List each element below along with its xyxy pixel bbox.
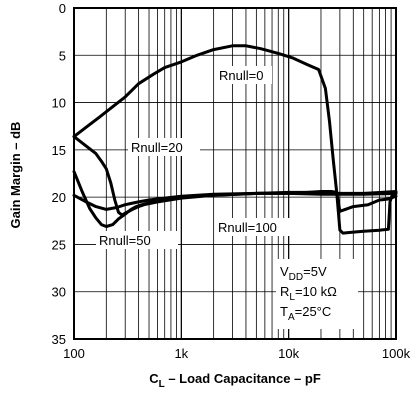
label-bg-rnull0 [216, 66, 272, 84]
condition-vdd-symbol: V [280, 264, 289, 279]
y-tick-label: 10 [52, 96, 66, 111]
plot-frame [73, 7, 397, 340]
x-axis-label-symbol: C [149, 371, 159, 386]
x-tick-label: 10k [278, 346, 299, 361]
series-line-rnull-100 [72, 191, 398, 211]
y-tick-label: 25 [52, 237, 66, 252]
y-tick-label: 5 [59, 48, 66, 63]
annotation-rnull20: Rnull=20 [131, 140, 183, 155]
condition-vdd: VDD=5V [280, 264, 327, 283]
tick-labels: 100 1k 10k 100k 0 5 10 15 20 25 30 35 [52, 1, 411, 361]
annotation-rnull0: Rnull=0 [219, 68, 263, 83]
label-bg-rnull100 [215, 218, 307, 236]
x-tick-label: 100 [63, 346, 85, 361]
condition-rl-value: =10 kΩ [295, 284, 337, 299]
condition-rl-subscript: L [289, 292, 295, 303]
series-line-rnull-0 [72, 44, 398, 213]
condition-rl: RL=10 kΩ [280, 284, 337, 303]
y-tick-label: 20 [52, 190, 66, 205]
x-axis-label: CL – Load Capacitance – pF [149, 371, 321, 390]
y-tick-label: 0 [59, 1, 66, 16]
y-axis-label: Gain Margin – dB [8, 122, 23, 229]
annotation-rnull100: Rnull=100 [218, 220, 277, 235]
condition-ta-subscript: A [288, 312, 295, 323]
condition-vdd-value: =5V [303, 264, 327, 279]
condition-vdd-subscript: DD [289, 272, 303, 283]
label-bg-rnull50 [96, 231, 178, 249]
x-tick-label: 100k [382, 346, 411, 361]
x-axis-label-subscript: L [159, 379, 165, 390]
x-axis-label-text: – Load Capacitance – pF [165, 371, 321, 386]
curves [72, 44, 398, 235]
y-tick-label: 30 [52, 285, 66, 300]
condition-rl-symbol: R [280, 284, 289, 299]
condition-ta-symbol: T [280, 304, 288, 319]
condition-ta-value: =25°C [295, 304, 332, 319]
y-tick-label: 35 [52, 332, 66, 347]
annotation-rnull50: Rnull=50 [99, 233, 151, 248]
conditions-bg [276, 259, 358, 329]
condition-ta: TA=25°C [280, 304, 331, 323]
x-tick-label: 1k [174, 346, 188, 361]
y-tick-label: 15 [52, 143, 66, 158]
label-bg-rnull20 [128, 138, 200, 156]
